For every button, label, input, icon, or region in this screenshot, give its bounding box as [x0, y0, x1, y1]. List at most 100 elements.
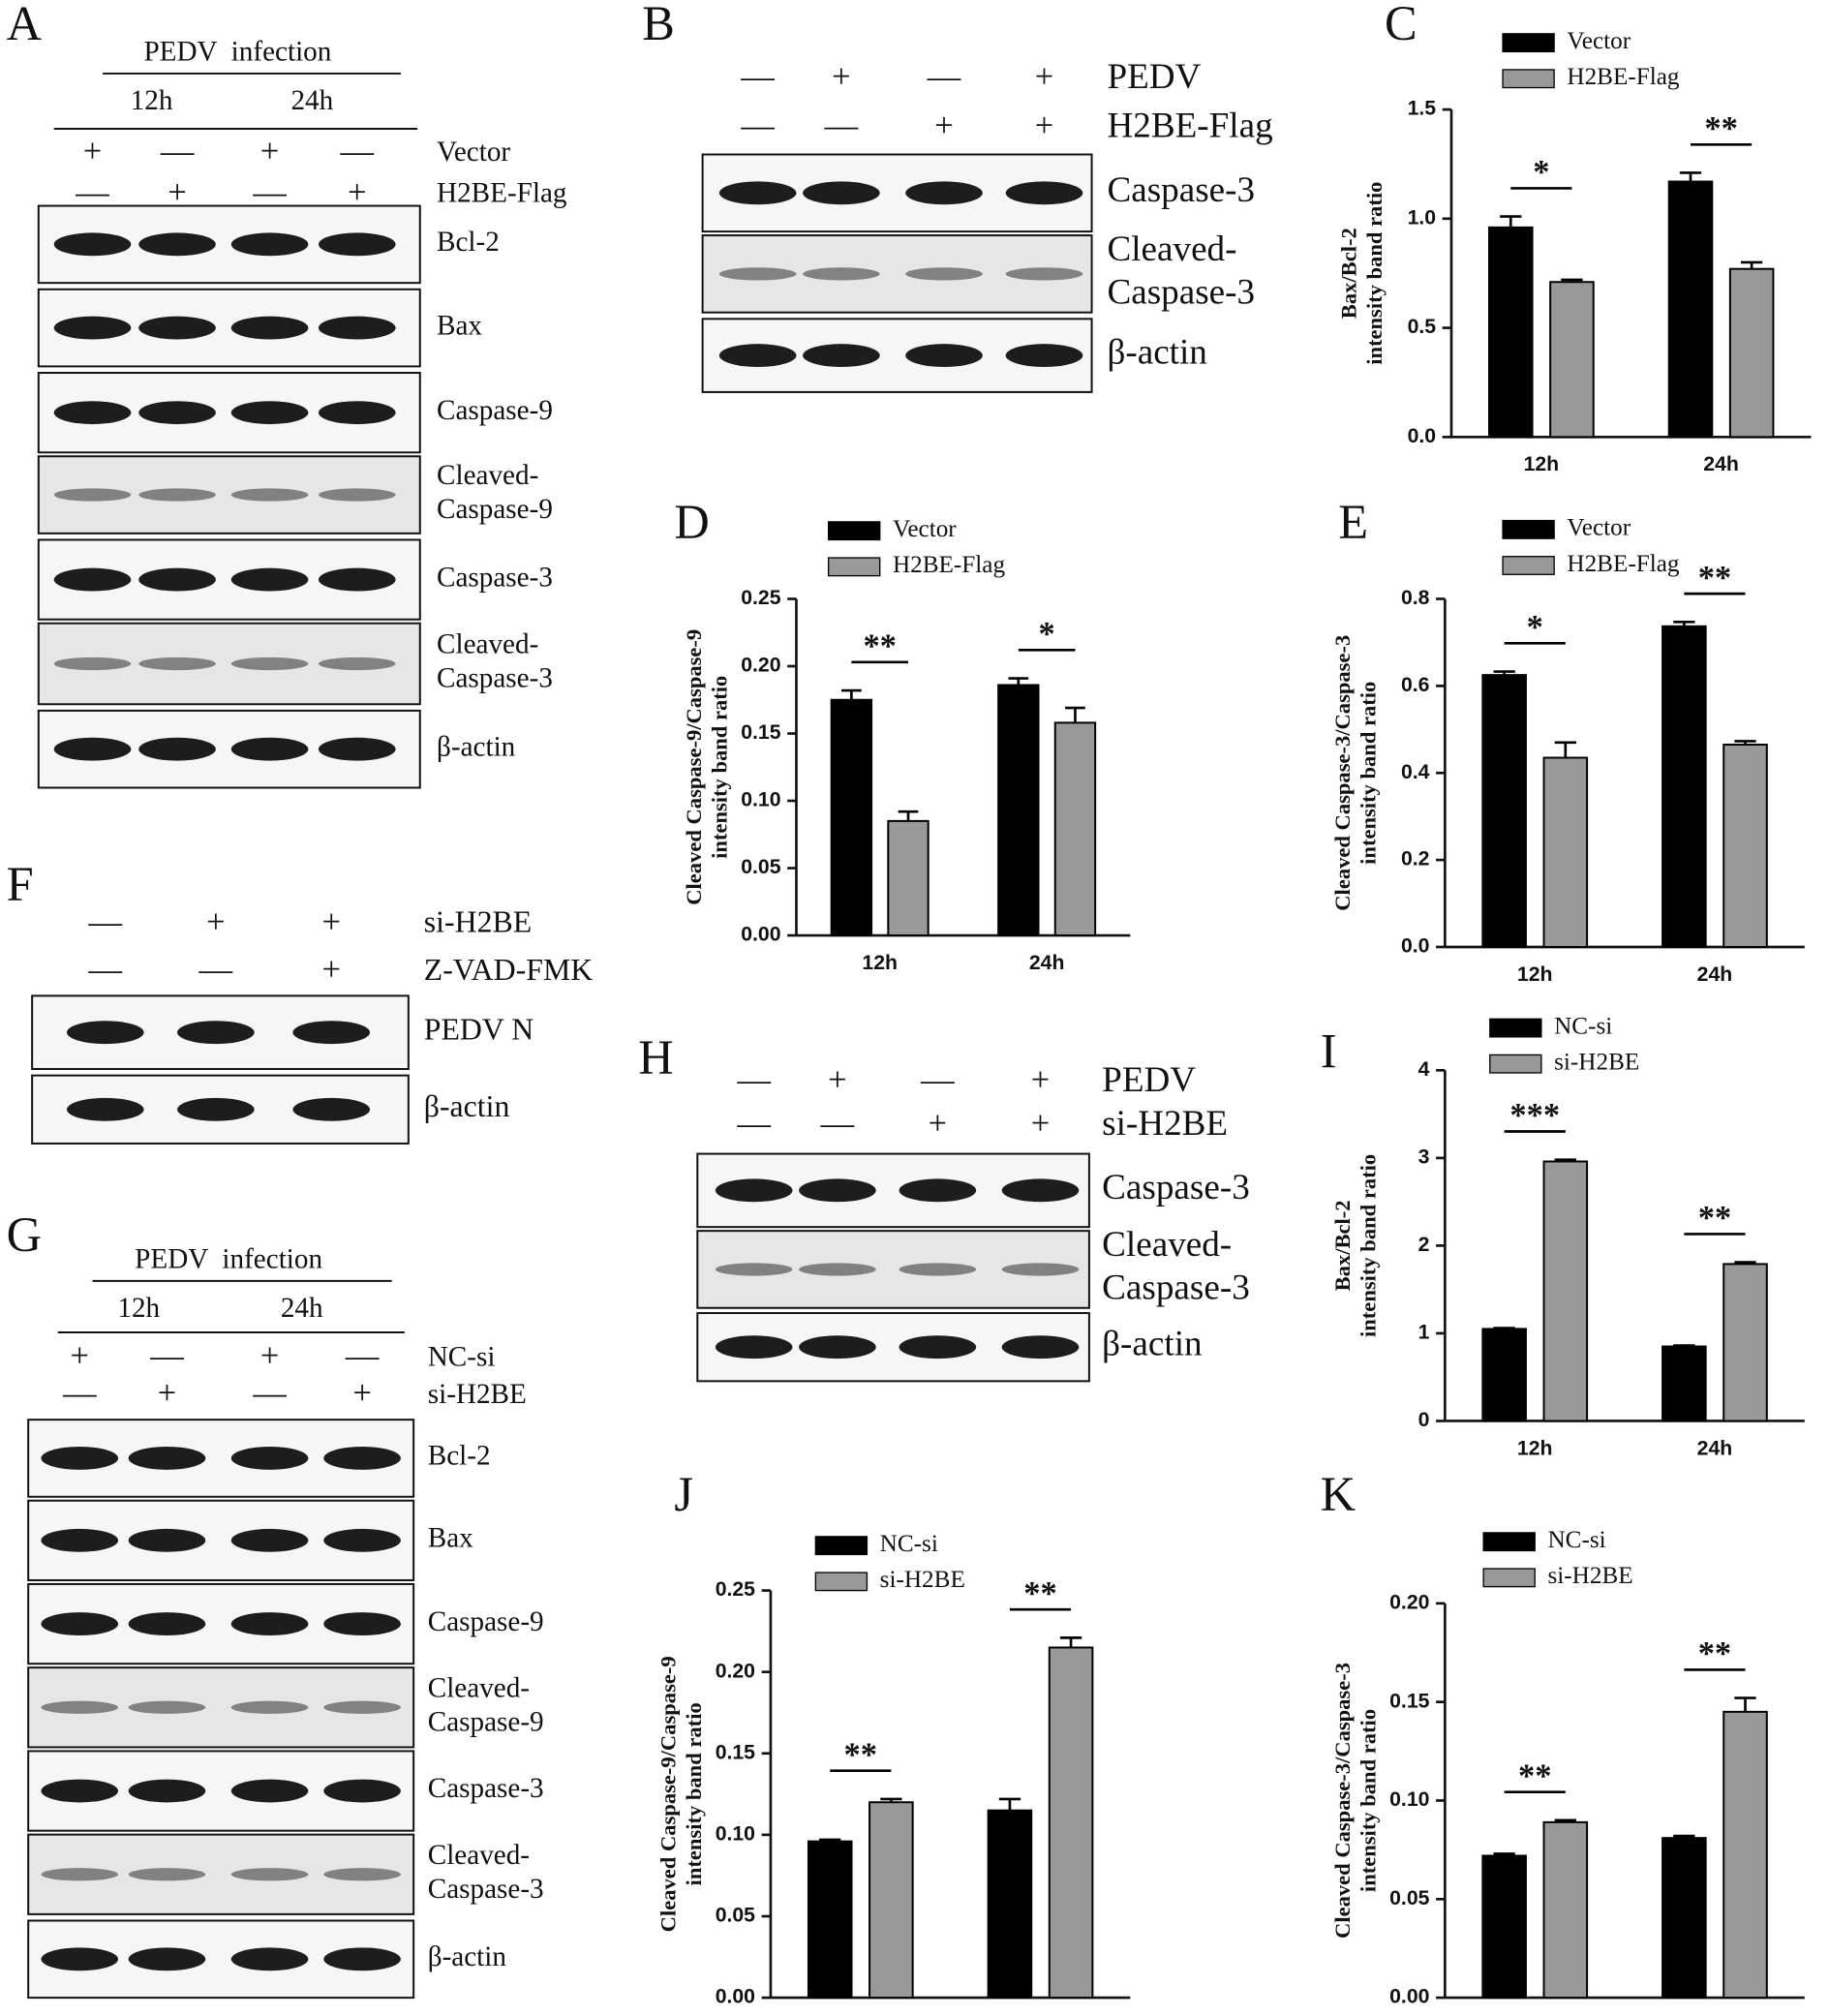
condition-label: PEDV — [1107, 57, 1201, 97]
treatment-sign: — — [62, 1375, 97, 1412]
x-tick-label: 12h — [1517, 963, 1553, 986]
blot-band — [66, 1097, 144, 1121]
legend-swatch — [1502, 556, 1555, 575]
error-bar — [1065, 706, 1085, 723]
blot-band — [230, 1612, 309, 1636]
y-tick-label: 0.4 — [1401, 761, 1430, 783]
bar — [1661, 1837, 1707, 2000]
bar — [1661, 1345, 1707, 1422]
blot-band — [53, 737, 132, 761]
blot-band — [41, 1779, 119, 1803]
legend-label: si-H2BE — [1554, 1049, 1639, 1075]
y-tick-label: 0.15 — [1389, 1690, 1429, 1712]
treatment-sign: + — [206, 903, 225, 940]
error-bar — [1734, 1696, 1756, 1712]
panel-letter: F — [7, 857, 34, 911]
significance-label: ** — [1698, 560, 1731, 596]
blot-band — [41, 1528, 119, 1552]
blot-band — [803, 267, 880, 281]
treatment-sign: — — [340, 133, 375, 169]
error-bar — [998, 1797, 1021, 1811]
significance-label: ** — [1023, 1575, 1056, 1612]
y-tick-label: 0.10 — [1389, 1788, 1429, 1811]
panel-letter: D — [674, 495, 709, 549]
band-label: Cleaved- — [437, 629, 538, 660]
blot-band — [323, 1528, 401, 1552]
y-tick-label: 0.25 — [741, 587, 780, 609]
blot-band — [323, 1947, 401, 1971]
blot-band — [177, 1021, 255, 1045]
blot-band — [323, 1612, 401, 1636]
blot-band — [318, 567, 396, 592]
blot-band — [138, 737, 216, 761]
treatment-sign: — — [252, 174, 287, 211]
blot-band — [799, 1178, 876, 1203]
blot-band — [66, 1021, 144, 1045]
error-bar — [1673, 1834, 1695, 1839]
x-tick-label: 24h — [1022, 2014, 1058, 2016]
y-tick-label: 0.10 — [741, 789, 780, 811]
blot-band — [177, 1097, 255, 1121]
x-tick-label: 24h — [1697, 2014, 1733, 2016]
blot-band — [53, 657, 132, 671]
blot-band — [323, 1868, 401, 1881]
y-axis-label: intensity band ratio — [1362, 182, 1387, 365]
band-label: Caspase-3 — [428, 1773, 544, 1804]
blot-band — [53, 488, 132, 502]
y-tick-label: 0.0 — [1401, 935, 1430, 958]
legend-label: NC-si — [1554, 1013, 1612, 1039]
blot-band — [1001, 1263, 1080, 1276]
legend-swatch — [827, 521, 881, 541]
blot-band — [138, 401, 216, 425]
blot-band — [138, 488, 216, 502]
blot-band — [323, 1447, 401, 1470]
treatment-sign: — — [198, 951, 233, 988]
treatment-sign: + — [158, 1375, 176, 1412]
blot-band — [905, 344, 983, 368]
bar — [1481, 674, 1527, 948]
y-tick-label: 0.20 — [741, 655, 780, 677]
significance-label: * — [1527, 609, 1543, 646]
x-tick-label: 24h — [1697, 1437, 1733, 1459]
blot-band — [899, 1263, 977, 1276]
error-bar — [1561, 278, 1583, 283]
legend-swatch — [1502, 33, 1555, 53]
y-axis-label: intensity band ratio — [682, 1702, 706, 1885]
error-bar — [1554, 741, 1576, 758]
legend-label: si-H2BE — [1547, 1563, 1632, 1589]
error-bar — [898, 809, 919, 821]
error-bar — [1679, 171, 1702, 182]
blot-band — [899, 1178, 977, 1203]
significance-label: * — [1039, 616, 1055, 653]
blot-band — [803, 181, 880, 205]
error-bar — [1734, 740, 1756, 746]
blot-band — [799, 1263, 876, 1276]
blot-band — [292, 1097, 371, 1121]
bar — [1481, 1328, 1527, 1422]
band-label: Cleaved- — [1102, 1225, 1232, 1265]
y-tick-label: 0.15 — [741, 721, 780, 744]
band-label: Cleaved- — [428, 1840, 530, 1871]
y-tick-label: 0.05 — [716, 1905, 755, 1927]
band-label: β-actin — [428, 1941, 507, 1972]
x-tick-label: 12h — [1517, 1437, 1553, 1459]
legend-label: NC-si — [880, 1531, 938, 1557]
treatment-sign: + — [348, 174, 366, 211]
bar — [1667, 180, 1714, 439]
treatment-sign: + — [322, 903, 341, 940]
blot-band — [230, 567, 309, 592]
blot-band — [230, 1779, 309, 1803]
y-tick-label: 1 — [1418, 1322, 1430, 1344]
significance-label: ** — [1704, 110, 1737, 147]
blot-band — [318, 488, 396, 502]
blot-band — [899, 1335, 977, 1359]
bar — [807, 1840, 853, 2000]
significance-label: * — [1533, 154, 1549, 191]
blot-band — [41, 1700, 119, 1714]
error-bar — [1673, 1344, 1695, 1347]
treatment-sign: + — [832, 58, 850, 95]
bar — [1481, 1854, 1527, 2000]
blot-band — [128, 1700, 206, 1714]
blot-band — [318, 657, 396, 671]
bar — [1661, 625, 1707, 948]
